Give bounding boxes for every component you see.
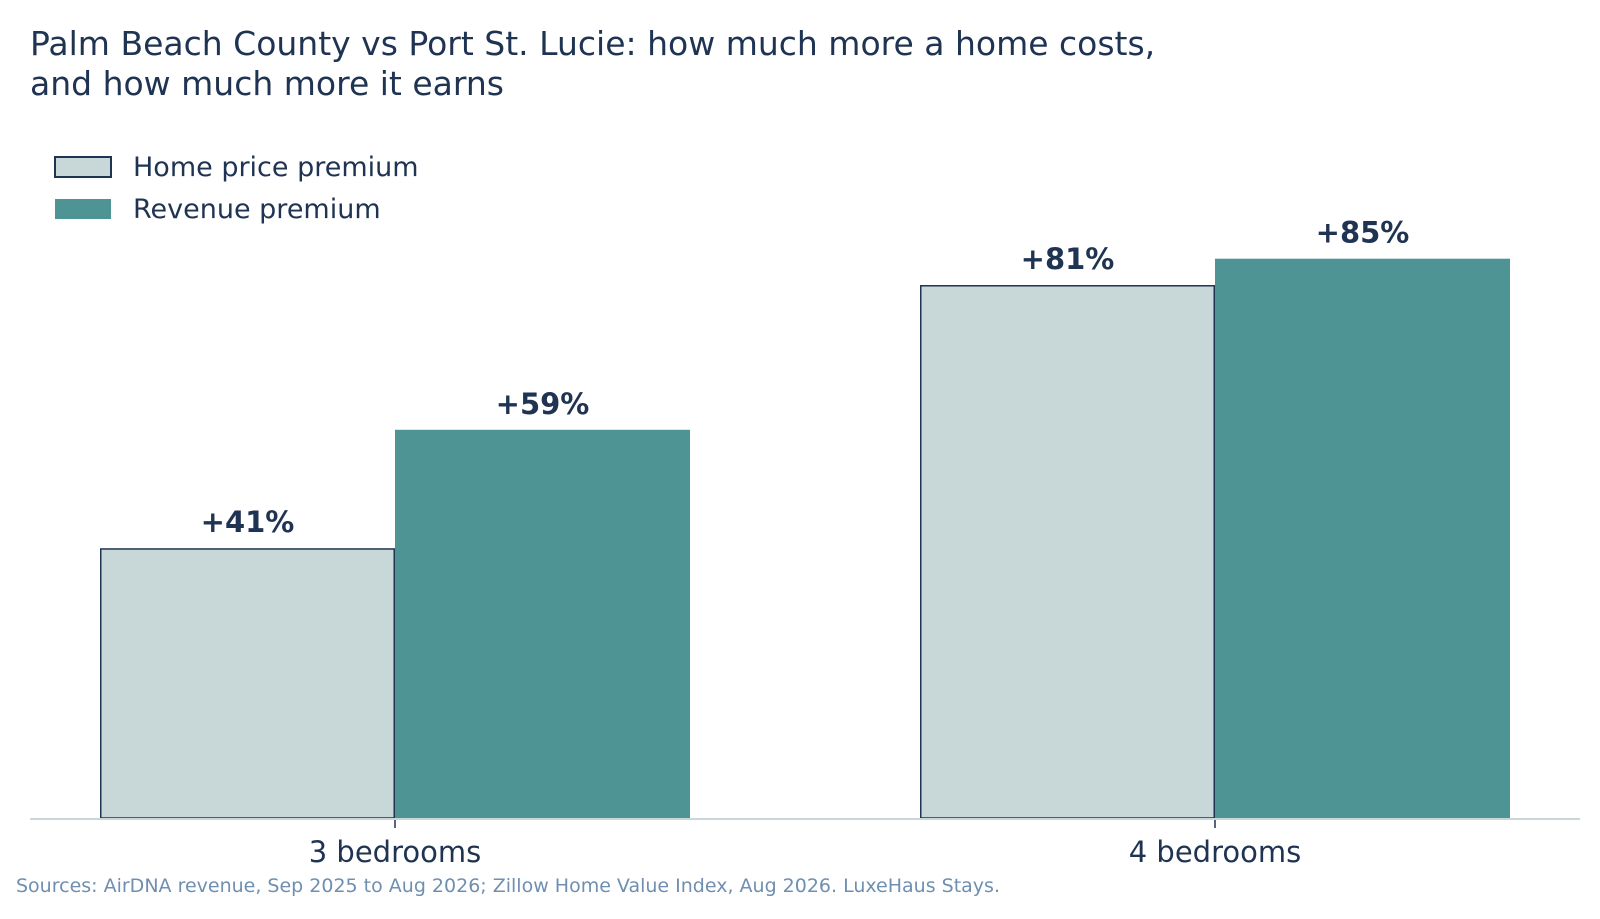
x-tick-label: 3 bedrooms — [309, 835, 481, 869]
bar-home-price-1 — [100, 548, 395, 819]
chart-title-line-2: and how much more it earns — [30, 64, 504, 103]
legend-swatch-home-price — [54, 156, 112, 178]
bar-home-price-2 — [920, 285, 1215, 819]
legend-label-revenue: Revenue premium — [133, 194, 381, 225]
chart-title: Palm Beach County vs Port St. Lucie: how… — [30, 24, 1430, 104]
data-label: +81% — [1021, 242, 1115, 276]
data-label: +85% — [1316, 216, 1410, 250]
source-note: Sources: AirDNA revenue, Sep 2025 to Aug… — [16, 875, 1000, 897]
bar-revenue-1 — [395, 429, 690, 818]
chart-title-line-1: Palm Beach County vs Port St. Lucie: how… — [30, 24, 1156, 63]
data-label: +41% — [201, 505, 295, 539]
x-tick-label: 4 bedrooms — [1129, 835, 1301, 869]
legend-label-home-price: Home price premium — [133, 152, 419, 183]
legend-swatch-revenue — [55, 199, 111, 219]
data-label: +59% — [496, 387, 590, 421]
bar-revenue-2 — [1215, 258, 1510, 818]
